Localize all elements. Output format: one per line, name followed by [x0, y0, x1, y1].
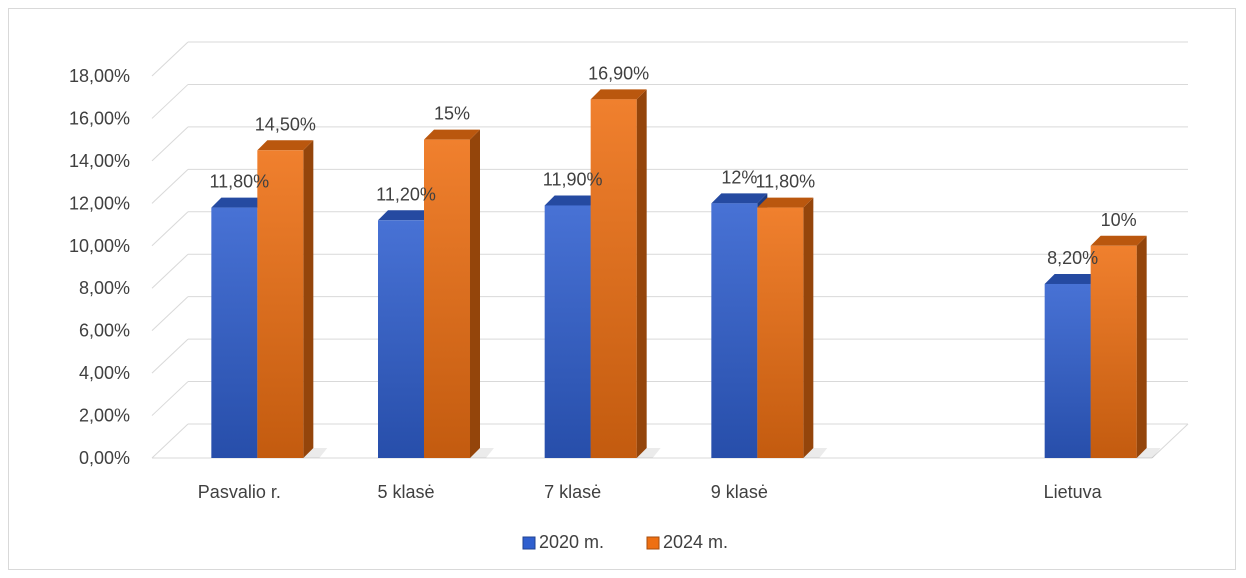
x-category-label: Pasvalio r.: [198, 482, 281, 502]
bar: [378, 220, 424, 458]
bar-top: [211, 197, 268, 208]
x-category-label: Lietuva: [1044, 482, 1103, 502]
bar-side: [470, 129, 480, 458]
y-tick-label: 14,00%: [69, 151, 130, 171]
y-tick-label: 8,00%: [79, 278, 130, 298]
y-tick-label: 12,00%: [69, 193, 130, 213]
data-label: 11,20%: [376, 184, 436, 204]
x-category-label: 5 klasė: [377, 482, 434, 502]
data-label: 12%: [721, 167, 757, 187]
gridline-depth: [151, 168, 189, 204]
bar-top: [757, 197, 814, 208]
y-tick-label: 6,00%: [79, 321, 130, 341]
bar-top: [590, 89, 647, 100]
bar: [544, 205, 591, 458]
bar-side: [636, 89, 647, 458]
y-tick-label: 2,00%: [79, 406, 130, 426]
bar-side: [1136, 235, 1147, 458]
y-tick-label: 4,00%: [79, 363, 130, 383]
legend-label: 2024 m.: [663, 532, 728, 552]
gridline-depth: [151, 381, 189, 416]
data-label: 8,20%: [1047, 248, 1098, 268]
bar-side: [303, 140, 314, 458]
data-label: 11,80%: [209, 172, 269, 192]
bar-top: [1044, 273, 1101, 284]
bar-side: [803, 197, 814, 459]
bar: [211, 207, 258, 458]
gridline-depth: [151, 296, 189, 332]
bar-top: [711, 193, 768, 204]
bar: [590, 99, 637, 458]
data-label: 15%: [434, 104, 470, 124]
data-label: 10%: [1101, 210, 1137, 230]
gridline-depth: [151, 211, 189, 247]
bar-top: [544, 195, 601, 206]
bar: [711, 203, 758, 458]
bar-top: [1090, 235, 1147, 246]
y-tick-label: 16,00%: [69, 108, 130, 128]
y-tick-label: 0,00%: [79, 448, 130, 468]
data-label: 11,90%: [543, 169, 603, 189]
data-label: 16,90%: [588, 63, 649, 83]
data-label: 14,50%: [255, 114, 316, 134]
legend-swatch: [646, 536, 660, 550]
x-category-label: 7 klasė: [544, 482, 601, 502]
gridline-depth: [151, 126, 189, 162]
bar: [757, 207, 804, 458]
gridline-depth: [151, 41, 189, 77]
data-label: 11,80%: [755, 172, 815, 192]
y-tick-label: 10,00%: [69, 236, 130, 256]
bar: [1090, 245, 1137, 458]
bar: [257, 150, 304, 458]
x-category-label: 9 klasė: [711, 482, 768, 502]
bar-top: [424, 129, 480, 140]
bar-top: [257, 140, 314, 151]
bar: [424, 139, 470, 458]
bar-top: [378, 210, 434, 221]
gridline-depth: [151, 253, 189, 289]
legend-label: 2020 m.: [539, 532, 604, 552]
gridline-depth: [151, 84, 189, 119]
gridline-depth: [151, 423, 189, 459]
bar: [1044, 283, 1091, 458]
floor-side-edge: [1151, 423, 1189, 459]
gridline-depth: [151, 338, 189, 374]
y-tick-label: 18,00%: [69, 66, 130, 86]
legend-swatch: [522, 536, 536, 550]
